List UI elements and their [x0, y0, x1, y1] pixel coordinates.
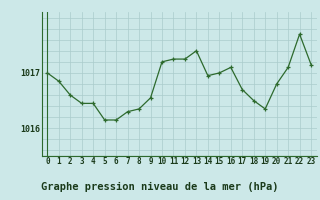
Text: Graphe pression niveau de la mer (hPa): Graphe pression niveau de la mer (hPa) — [41, 182, 279, 192]
